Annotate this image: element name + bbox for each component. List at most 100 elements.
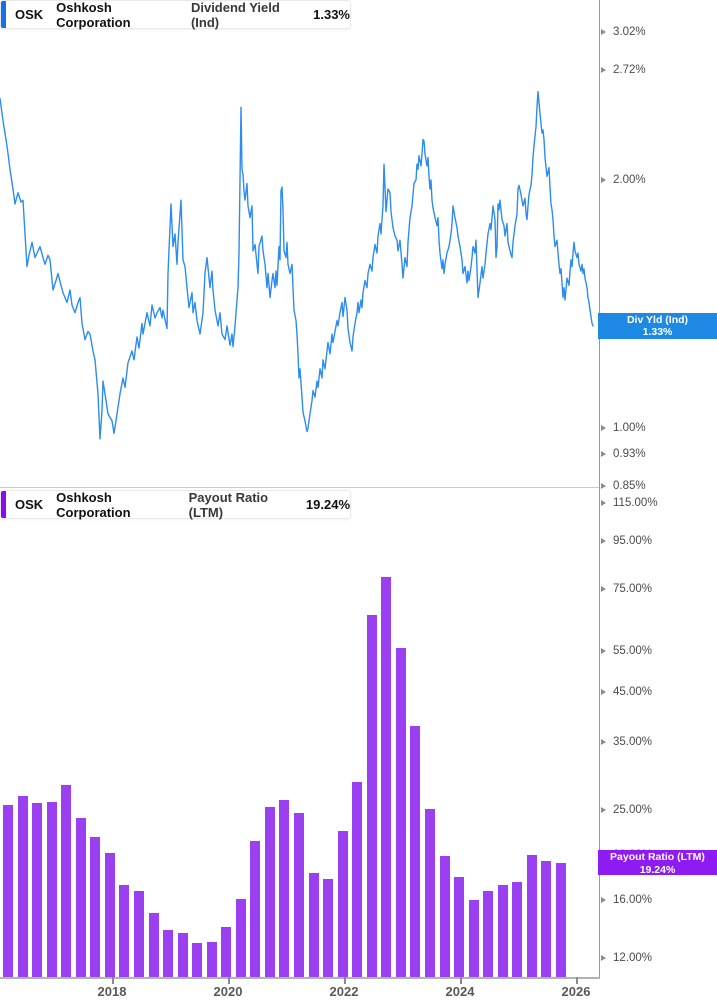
ticker-label: OSK [15, 497, 44, 512]
payout-bar[interactable] [541, 861, 552, 977]
metric-value: 1.33% [313, 7, 350, 22]
x-axis-line [0, 977, 600, 979]
payout-bar[interactable] [119, 885, 130, 977]
y-axis-tick-label: 2.00% [600, 173, 717, 187]
y-axis-tick-label: 35.00% [600, 735, 717, 749]
payout-bar[interactable] [410, 726, 421, 977]
tick-arrow-icon [601, 586, 606, 593]
payout-bar[interactable] [221, 926, 232, 977]
payout-bar[interactable] [366, 615, 377, 977]
x-axis-tick [112, 977, 114, 984]
payout-bar[interactable] [526, 855, 537, 977]
y-axis-tick-label: 0.85% [600, 479, 717, 493]
y-axis-tick-label: 0.93% [600, 447, 717, 461]
payout-bar[interactable] [497, 885, 508, 977]
company-name: Oshkosh Corporation [56, 489, 131, 520]
x-axis-tick [228, 977, 230, 984]
payout-bar[interactable] [337, 830, 348, 977]
payout-bar[interactable] [206, 941, 217, 977]
payout-bar[interactable] [17, 796, 28, 977]
payout-bar[interactable] [264, 806, 275, 977]
payout-bar[interactable] [192, 943, 203, 977]
legend-accent-bar-blue [1, 1, 6, 28]
payout-bar[interactable] [323, 878, 334, 977]
y-axis-tick-label: 115.00% [600, 496, 717, 510]
tick-arrow-icon [601, 66, 606, 73]
company-name: Oshkosh Corporation [56, 0, 131, 30]
payout-bar[interactable] [279, 799, 290, 977]
payout-bar[interactable] [133, 891, 144, 977]
tick-arrow-icon [601, 807, 606, 814]
payout-bar[interactable] [3, 804, 13, 977]
badge-metric-label: Div Yld (Ind) [626, 313, 689, 326]
payout-bar[interactable] [555, 862, 566, 977]
tick-arrow-icon [601, 500, 606, 506]
tick-arrow-icon [601, 897, 606, 904]
tick-arrow-icon [601, 450, 606, 457]
payout-ratio-legend[interactable]: OSK Oshkosh Corporation Payout Ratio (LT… [0, 489, 351, 520]
payout-bar[interactable] [104, 853, 115, 977]
payout-bar[interactable] [308, 872, 319, 977]
y-axis-tick-label: 55.00% [600, 644, 717, 658]
y-axis-tick-label: 45.00% [600, 685, 717, 699]
metric-name: Payout Ratio (LTM) [188, 489, 269, 520]
payout-bar[interactable] [32, 803, 43, 977]
payout-bar[interactable] [395, 648, 406, 977]
x-axis-tick [344, 977, 346, 984]
payout-bar[interactable] [512, 881, 523, 977]
payout-bar[interactable] [250, 841, 261, 977]
tick-arrow-icon [601, 483, 606, 490]
tick-arrow-icon [601, 538, 606, 545]
x-axis-year-label: 2024 [445, 984, 475, 999]
payout-bar[interactable] [294, 813, 304, 977]
x-axis-year-label: 2022 [329, 984, 359, 999]
payout-bar[interactable] [163, 929, 174, 977]
metric-name: Dividend Yield (Ind) [190, 0, 280, 30]
metric-value: 19.24% [305, 497, 350, 512]
payout-bar[interactable] [454, 877, 465, 977]
y-axis-tick-label: 75.00% [600, 582, 717, 596]
payout-bar[interactable] [439, 856, 450, 977]
tick-arrow-icon [601, 688, 606, 695]
x-axis-year-label: 2018 [97, 984, 127, 999]
payout-bar[interactable] [148, 913, 159, 977]
payout-bar[interactable] [90, 836, 101, 977]
y-axis-tick-label: 95.00% [600, 534, 717, 548]
tick-arrow-icon [601, 954, 606, 961]
y-axis-tick-label: 2.72% [600, 63, 717, 77]
payout-ratio-bar-chart[interactable] [0, 0, 600, 978]
y-axis-tick-label: 25.00% [600, 803, 717, 817]
tick-arrow-icon [601, 176, 606, 183]
last-value-badge-payout-ratio: Payout Ratio (LTM) 19.24% [598, 850, 717, 876]
y-axis-tick-label: 12.00% [600, 951, 717, 965]
x-axis-tick [460, 977, 462, 984]
payout-bar[interactable] [46, 802, 57, 977]
badge-metric-value: 1.33% [642, 326, 673, 339]
tick-arrow-icon [601, 739, 606, 746]
payout-bar[interactable] [61, 784, 72, 977]
tick-arrow-icon [601, 648, 606, 655]
payout-bar[interactable] [352, 781, 363, 977]
payout-bar[interactable] [424, 809, 435, 977]
payout-bar[interactable] [483, 891, 494, 977]
dividend-yield-legend[interactable]: OSK Oshkosh Corporation Dividend Yield (… [0, 0, 351, 30]
last-value-badge-dividend-yield: Div Yld (Ind) 1.33% [598, 312, 717, 339]
tick-arrow-icon [601, 425, 606, 431]
payout-bar[interactable] [381, 577, 392, 977]
dividend-yield-line-chart[interactable] [0, 0, 600, 483]
badge-metric-value: 19.24% [639, 863, 676, 876]
y-axis-tick-label: 3.02% [600, 25, 717, 39]
x-axis-year-label: 2026 [561, 984, 591, 999]
ticker-label: OSK [15, 7, 44, 22]
dividend-yield-line [0, 90, 594, 440]
payout-bar[interactable] [177, 932, 188, 977]
tick-arrow-icon [601, 29, 606, 36]
badge-metric-label: Payout Ratio (LTM) [610, 851, 705, 864]
y-axis-line [599, 0, 600, 978]
y-axis-tick-label: 1.00% [600, 421, 717, 435]
payout-bar[interactable] [468, 900, 479, 977]
x-axis-tick [576, 977, 578, 984]
payout-bar[interactable] [75, 817, 86, 977]
payout-bar[interactable] [235, 898, 246, 977]
